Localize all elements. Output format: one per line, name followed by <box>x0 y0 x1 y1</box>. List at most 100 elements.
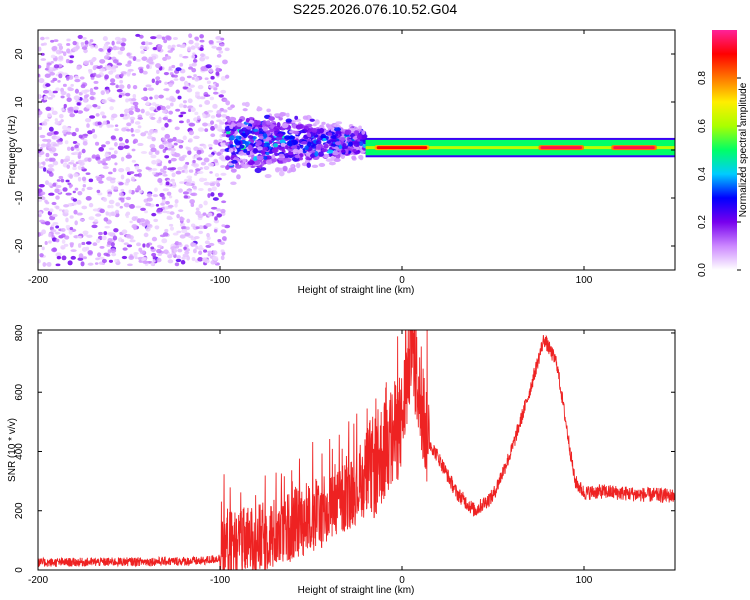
heat-cell <box>165 35 171 40</box>
heat-cell <box>198 203 203 209</box>
heat-cell <box>120 73 124 77</box>
heat-cell <box>110 78 116 83</box>
heat-cell <box>128 107 133 111</box>
heat-cell <box>100 174 105 179</box>
heat-cell <box>301 162 308 167</box>
heat-cell <box>197 170 204 174</box>
heat-cell <box>83 60 90 66</box>
heat-cell <box>96 189 101 194</box>
heat-cell <box>141 222 147 227</box>
page-title: S225.2026.076.10.52.G04 <box>292 1 458 17</box>
heat-cell <box>92 65 97 71</box>
heat-cell <box>98 47 104 52</box>
heat-cell <box>175 244 180 249</box>
heat-cell <box>83 98 88 102</box>
heat-cell <box>190 45 196 50</box>
heat-cell <box>53 64 60 69</box>
heat-cell <box>67 86 72 91</box>
heat-hot-core <box>376 146 428 150</box>
heat-cell <box>202 257 208 263</box>
heat-cell <box>294 136 300 140</box>
heat-cell <box>126 84 131 89</box>
heat-cell <box>51 110 58 115</box>
heat-cell <box>273 143 279 148</box>
snr-series-line <box>38 330 675 570</box>
heat-cell <box>220 172 227 176</box>
heat-cell <box>60 245 66 250</box>
heat-cell <box>169 102 174 107</box>
heat-cell <box>278 153 285 158</box>
heat-cell <box>358 125 362 130</box>
heat-cell <box>54 188 60 194</box>
heat-cell <box>198 244 203 250</box>
x-tick-label: -200 <box>28 275 48 286</box>
heat-cell <box>169 211 175 215</box>
heat-cell <box>120 156 125 162</box>
heat-cell <box>214 173 220 177</box>
heat-cell <box>306 162 311 168</box>
heat-cell <box>146 197 153 202</box>
heat-cell <box>45 158 49 162</box>
heat-cell <box>186 218 191 224</box>
heat-cell <box>162 174 168 177</box>
heat-cell <box>186 255 191 261</box>
heat-cell <box>109 106 114 111</box>
heat-cell <box>45 152 50 158</box>
heat-cell <box>202 212 207 216</box>
heat-cell <box>46 142 51 148</box>
heat-cell <box>53 57 58 62</box>
heat-cell <box>248 120 255 124</box>
heat-cell <box>88 216 95 221</box>
heat-cell <box>82 230 89 235</box>
heat-cell <box>213 91 219 95</box>
heat-cell <box>168 110 174 115</box>
heat-cell <box>76 65 81 70</box>
heat-cell <box>207 252 211 257</box>
heat-cell <box>84 40 89 45</box>
heat-cell <box>184 168 189 174</box>
heat-cell <box>45 106 52 111</box>
heat-cell <box>167 50 173 53</box>
heat-cell <box>112 167 117 173</box>
heat-cell <box>311 128 318 133</box>
heat-cell <box>133 173 140 177</box>
heat-cell <box>165 105 171 110</box>
heat-cell <box>246 151 251 156</box>
heat-cell <box>315 140 322 145</box>
heat-cell <box>171 64 176 69</box>
heat-cell <box>138 190 143 194</box>
heat-cell <box>189 199 195 205</box>
heat-cell <box>95 257 100 261</box>
heat-cell <box>122 247 128 251</box>
y-tick-label: 10 <box>14 96 25 108</box>
heat-cell <box>128 255 135 260</box>
heat-cell <box>185 226 190 230</box>
heat-cell <box>181 226 188 230</box>
heat-cell <box>53 131 59 135</box>
heat-cell <box>225 100 231 106</box>
heat-cell <box>287 140 292 146</box>
heat-cell <box>199 34 204 39</box>
heat-cell <box>67 260 73 266</box>
heat-cell <box>221 236 227 241</box>
x-tick-label: -100 <box>210 575 230 586</box>
heat-cell <box>49 71 56 76</box>
heat-cell <box>100 90 105 96</box>
heat-cell <box>252 149 259 154</box>
heat-cell <box>125 63 132 67</box>
heat-cell <box>352 136 358 140</box>
heat-cell <box>99 59 106 64</box>
heat-cell <box>110 135 116 140</box>
heat-cell <box>66 48 71 54</box>
heat-cell <box>55 225 60 229</box>
heat-cell <box>151 212 157 217</box>
heat-cell <box>168 66 172 71</box>
heat-cell <box>137 117 144 120</box>
snr-y-label: SNR (10 * v/v) <box>7 418 18 482</box>
heat-cell <box>167 204 174 208</box>
heat-cell <box>113 142 118 147</box>
heat-cell <box>204 56 210 60</box>
colorbar-tick-label: 0.0 <box>697 263 708 277</box>
heat-cell <box>260 150 266 155</box>
heat-cell <box>151 78 155 84</box>
